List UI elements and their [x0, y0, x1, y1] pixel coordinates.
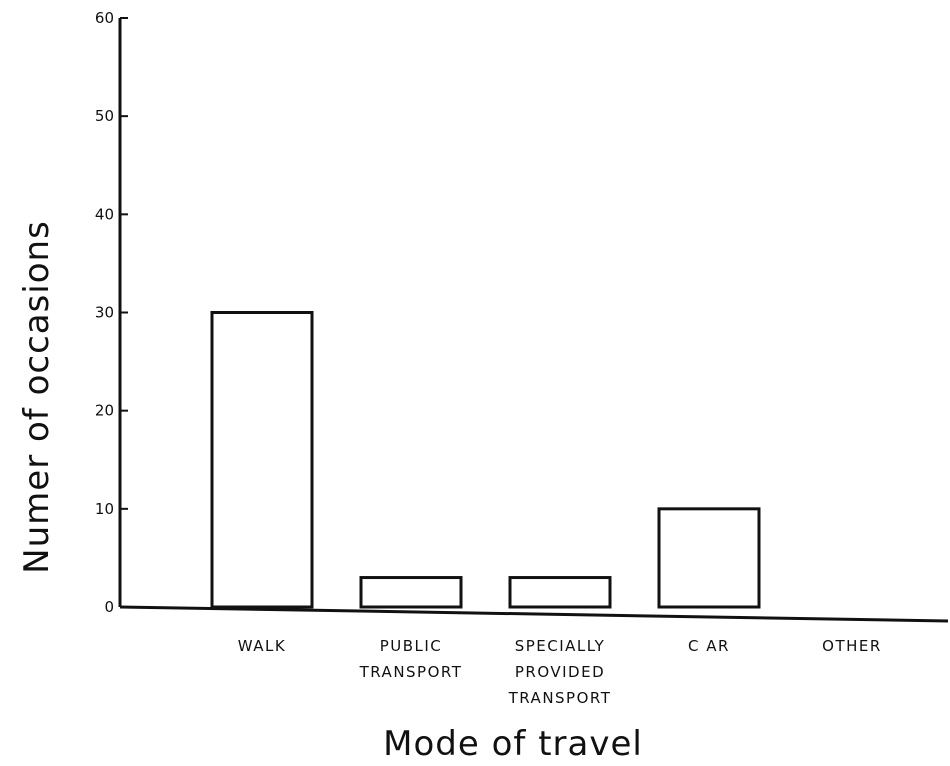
bar: [210, 311, 314, 609]
category-label: PUBLIC TRANSPORT: [359, 637, 463, 681]
y-tick-label: 40: [95, 205, 114, 223]
plot-area: 0 10 20 30 40 50 60 WALK PUBLIC TRANSPORT SPECIAL…: [95, 9, 949, 707]
y-tick-label: 0: [104, 598, 114, 616]
y-tick-label: 60: [95, 9, 114, 27]
x-axis-title: Mode of travel: [383, 724, 643, 764]
category-labels: WALK PUBLIC TRANSPORT SPECIALLY PROVIDED TRAN…: [238, 637, 882, 707]
y-tick-label: 30: [95, 304, 114, 322]
category-label: C AR: [688, 637, 730, 655]
y-ticks: 0 10 20 30 40 50 60: [95, 9, 128, 616]
x-axis-line: [119, 605, 949, 623]
bar: [657, 507, 761, 609]
category-label: WALK: [238, 637, 286, 655]
category-label: SPECIALLY PROVIDED TRANSPORT: [508, 637, 612, 707]
y-tick-label: 50: [95, 107, 114, 125]
y-axis-title: Numer of occasions: [17, 220, 57, 574]
bar: [359, 576, 463, 609]
category-label: OTHER: [822, 637, 882, 655]
y-tick-label: 10: [95, 500, 114, 518]
bar: [508, 576, 612, 609]
y-tick-label: 20: [95, 402, 114, 420]
bars: [210, 311, 761, 609]
